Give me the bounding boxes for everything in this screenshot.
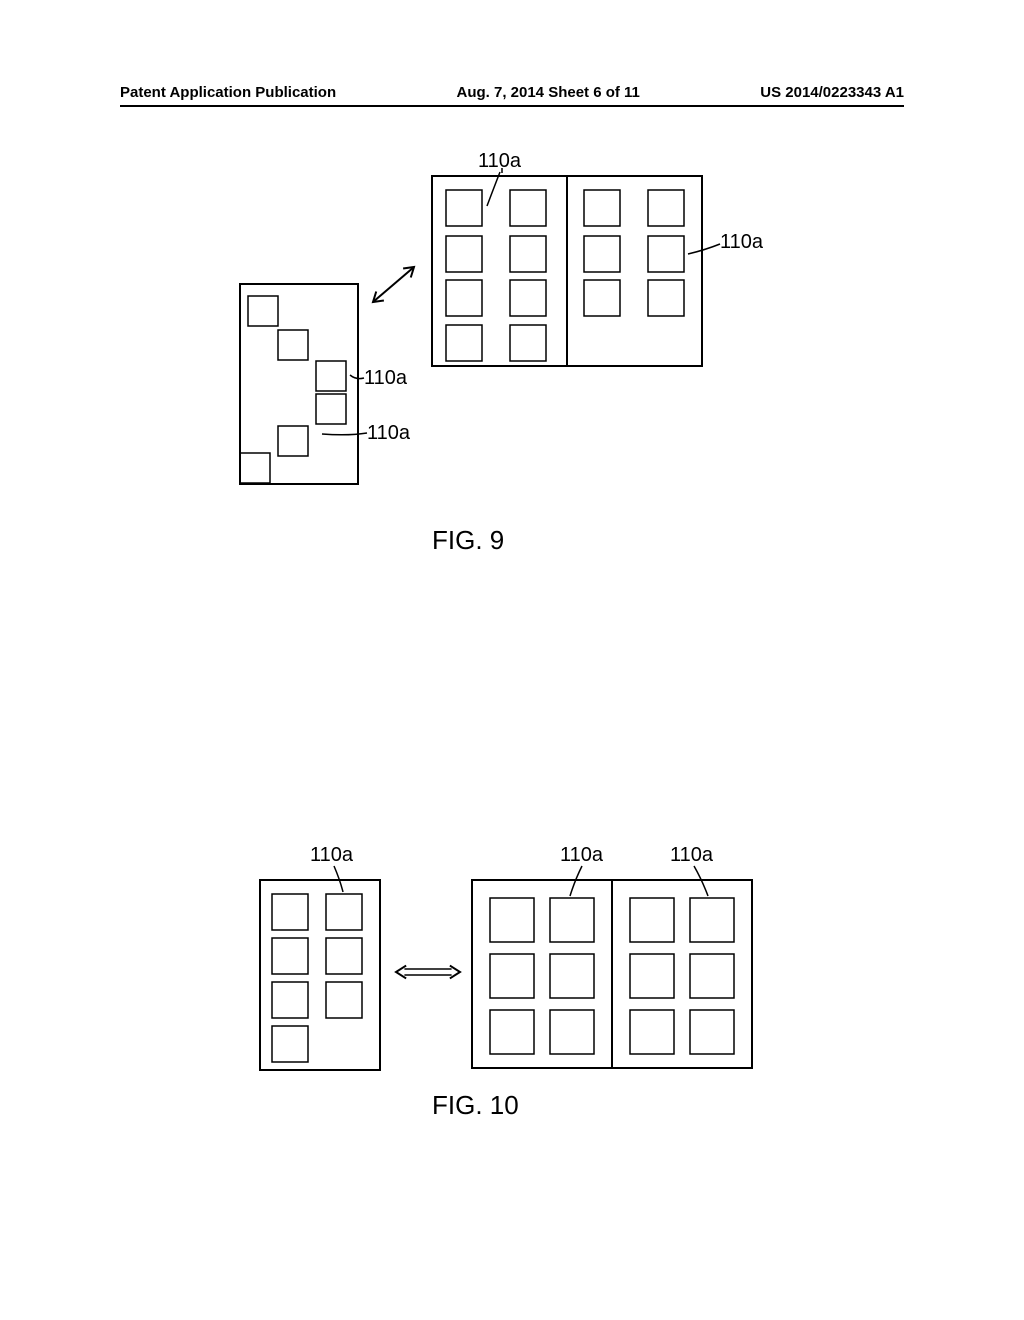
leader-line [322,433,367,435]
leader-line [688,244,720,254]
arrowhead-icon [450,966,460,979]
panel-rect [550,954,594,998]
reference-label: 110a [560,844,603,867]
panel-rect [584,236,620,272]
fig10-label: FIG. 10 [432,1090,519,1121]
panel-rect [446,280,482,316]
panel-rect [584,280,620,316]
line [373,267,414,302]
panel-rect [490,954,534,998]
reference-label: 110a [720,231,763,254]
panel-rect [326,982,362,1018]
panel-rect [446,236,482,272]
reference-label: 110a [364,367,407,390]
panel-rect [648,280,684,316]
panel-rect [278,330,308,360]
arrowhead-icon [396,966,406,979]
panel-rect [278,426,308,456]
panel-rect [510,236,546,272]
panel-rect [550,898,594,942]
panel-rect [248,296,278,326]
reference-label: 110a [310,844,353,867]
panel-rect [690,898,734,942]
panel-rect [490,1010,534,1054]
reference-label: 110a [478,150,521,173]
panel-rect [510,325,546,361]
panel-rect [240,284,358,484]
panel-rect [316,361,346,391]
page-container: Patent Application Publication Aug. 7, 2… [0,0,1024,1320]
panel-rect [490,898,534,942]
panel-rect [550,1010,594,1054]
panel-rect [272,982,308,1018]
panel-rect [510,280,546,316]
panel-rect [446,190,482,226]
panel-rect [316,394,346,424]
panel-rect [648,190,684,226]
panel-rect [630,898,674,942]
reference-label: 110a [367,422,410,445]
leader-line [487,172,500,206]
panel-rect [510,190,546,226]
panel-rect [326,938,362,974]
panel-rect [272,1026,308,1062]
figure-canvas [0,0,1024,1320]
panel-rect [630,1010,674,1054]
panel-rect [446,325,482,361]
panel-rect [584,190,620,226]
panel-rect [272,938,308,974]
panel-rect [690,1010,734,1054]
panel-rect [648,236,684,272]
panel-rect [690,954,734,998]
panel-rect [630,954,674,998]
panel-rect [326,894,362,930]
fig9-label: FIG. 9 [432,525,504,556]
panel-rect [240,453,270,483]
panel-rect [272,894,308,930]
reference-label: 110a [670,844,713,867]
